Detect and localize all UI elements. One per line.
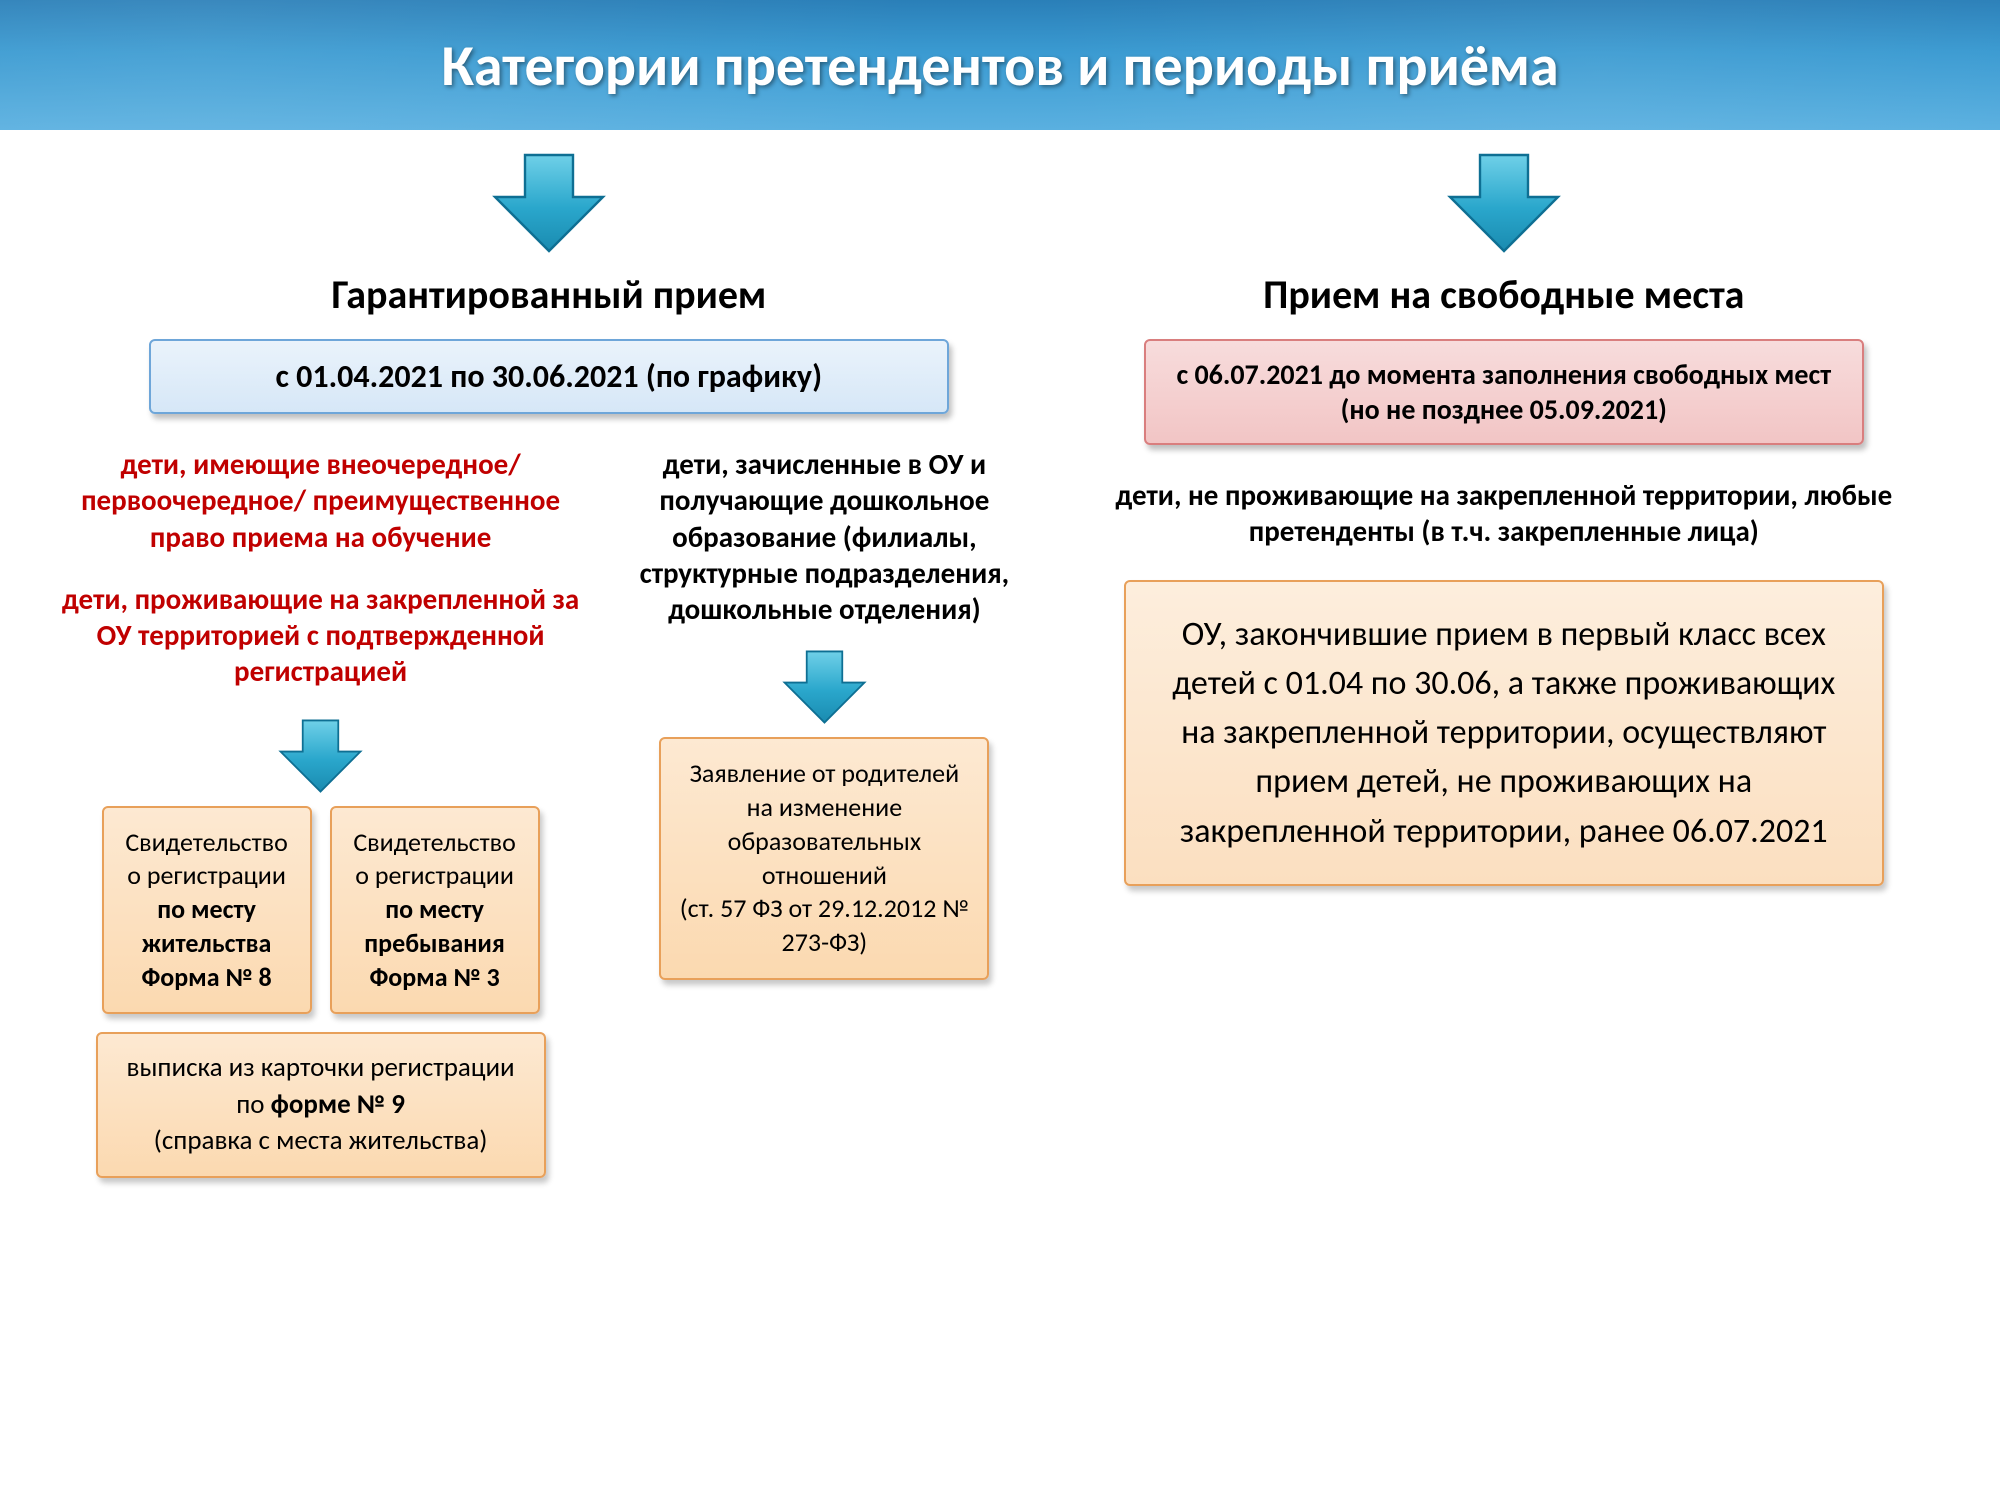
doc-box-form8: Свидетельство о регистрации по месту жит… <box>102 806 312 1015</box>
text-priority-rights: дети, имеющие внеочередное/первоочередно… <box>60 446 581 555</box>
period-box-guaranteed: с 01.04.2021 по 30.06.2021 (по графику) <box>149 339 949 414</box>
column-free-places: Прием на свободные места с 06.07.2021 до… <box>1038 130 1940 1178</box>
subcol-preschool: дети, зачисленные в ОУ и получающие дошк… <box>611 446 1037 1178</box>
doc-box-form9: выписка из карточки регистрации по форме… <box>96 1032 546 1177</box>
section-title-guaranteed: Гарантированный прием <box>60 270 1038 319</box>
text-registered-territory: дети, проживающие на закрепленной за ОУ … <box>60 581 581 690</box>
section-title-free: Прием на свободные места <box>1068 270 1940 319</box>
slide-header: Категории претендентов и периоды приёма <box>0 0 2000 130</box>
arrow-down-icon <box>1444 148 1564 258</box>
arrow-down-icon <box>273 716 368 796</box>
text-any-applicants: дети, не проживающие на закрепленной тер… <box>1108 477 1900 550</box>
arrow-down-icon <box>489 148 609 258</box>
guaranteed-subcolumns: дети, имеющие внеочередное/первоочередно… <box>60 446 1038 1178</box>
info-box-early-admission: ОУ, закончившие прием в первый класс все… <box>1124 580 1884 886</box>
doc-box-form3: Свидетельство о регистрации по месту пре… <box>330 806 540 1015</box>
doc-row-certificates: Свидетельство о регистрации по месту жит… <box>60 806 581 1015</box>
doc-box-parent-statement: Заявление от родителей на изменение обра… <box>659 737 989 980</box>
content: Гарантированный прием с 01.04.2021 по 30… <box>0 130 2000 1178</box>
column-guaranteed: Гарантированный прием с 01.04.2021 по 30… <box>60 130 1038 1178</box>
arrow-down-icon <box>777 647 872 727</box>
text-preschool-children: дети, зачисленные в ОУ и получающие дошк… <box>611 446 1037 627</box>
period-box-free: с 06.07.2021 до момента заполнения свобо… <box>1144 339 1864 445</box>
slide-title: Категории претендентов и периоды приёма <box>441 30 1558 101</box>
subcol-priority-rights: дети, имеющие внеочередное/первоочередно… <box>60 446 581 1178</box>
